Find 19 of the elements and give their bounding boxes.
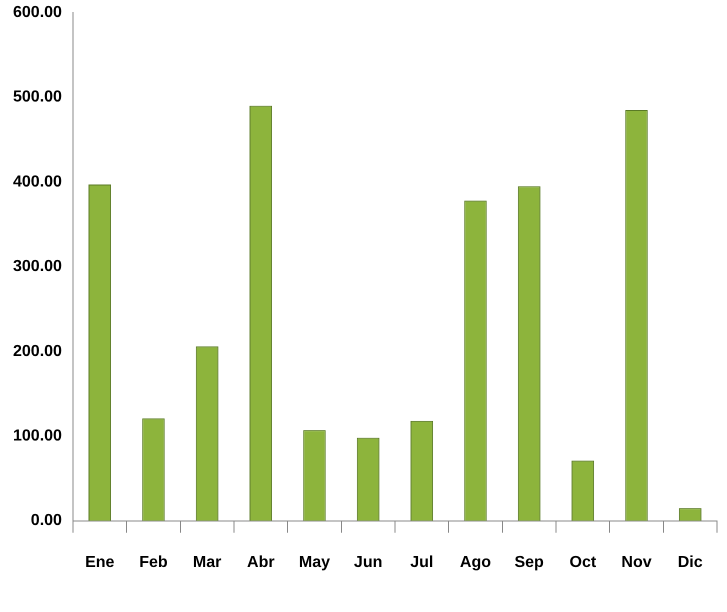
x-tick-label: Feb xyxy=(139,554,168,571)
x-tick-label: Ago xyxy=(460,554,492,571)
x-tick-label: May xyxy=(298,554,330,571)
y-tick-label: 100.00 xyxy=(13,428,62,445)
x-tick-label: Abr xyxy=(247,554,275,571)
x-tick-label: Jun xyxy=(354,554,382,571)
y-tick-label: 0.00 xyxy=(30,512,62,530)
y-tick-label: 200.00 xyxy=(13,342,62,360)
y-tick-label: 600.00 xyxy=(13,4,62,22)
x-tick-label: Mar xyxy=(192,554,222,571)
y-tick-label: 300.00 xyxy=(13,258,62,276)
y-tick-label: 500.00 xyxy=(13,88,62,106)
x-tick-label: Oct xyxy=(569,554,597,571)
x-tick-label: Ene xyxy=(85,554,115,571)
y-tick-label: 400.00 xyxy=(13,173,62,190)
x-tick-label: Nov xyxy=(621,554,652,571)
x-tick-label: Sep xyxy=(514,554,544,571)
x-tick-label: Jul xyxy=(410,554,434,571)
x-tick-label: Dic xyxy=(678,554,703,571)
